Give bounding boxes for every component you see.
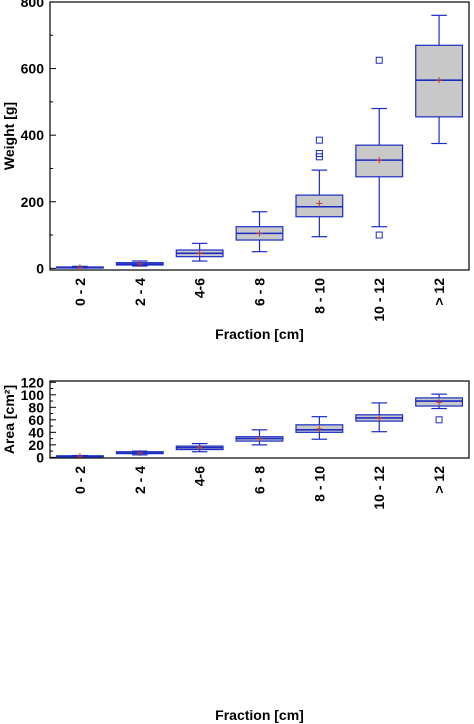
area-boxes bbox=[55, 393, 464, 460]
area-y-tick-label: 20 bbox=[28, 437, 44, 453]
weight-box-0 bbox=[55, 264, 104, 271]
area-box-4 bbox=[295, 416, 344, 440]
area-y-tick-label: 120 bbox=[21, 374, 45, 390]
area-box-2 bbox=[175, 443, 224, 453]
area-x-tick-label: 10 - 12 bbox=[371, 466, 387, 510]
weight-x-axis: 0 - 2 2 - 4 4-6 6 - 8 8 - 10 10 - 12 > 12 bbox=[72, 278, 447, 322]
weight-x-tick-label: > 12 bbox=[431, 278, 447, 306]
area-box-5 bbox=[355, 402, 404, 433]
weight-x-tick-label: 2 - 4 bbox=[132, 278, 148, 306]
weight-box-5 bbox=[355, 56, 404, 239]
area-x-tick-label: 0 - 2 bbox=[72, 466, 88, 494]
area-x-tick-label: > 12 bbox=[431, 466, 447, 494]
outlier-point bbox=[315, 149, 323, 157]
area-y-axis-title: Area [cm²] bbox=[1, 385, 17, 454]
area-plot-frame bbox=[49, 380, 470, 459]
weight-x-tick-label: 6 - 8 bbox=[252, 278, 268, 306]
weight-x-tick-label: 8 - 10 bbox=[311, 278, 327, 314]
outlier-point bbox=[375, 231, 383, 239]
weight-x-tick-label: 0 - 2 bbox=[72, 278, 88, 306]
area-x-tick-label: 8 - 10 bbox=[311, 466, 327, 502]
area-x-tick-label: 6 - 8 bbox=[252, 466, 268, 494]
area-y-tick-label: 0 bbox=[36, 449, 44, 465]
weight-x-axis-title: Fraction [cm] bbox=[215, 326, 304, 342]
outlier-point bbox=[435, 416, 443, 424]
weight-y-tick-label: 0 bbox=[36, 260, 44, 276]
area-x-axis: 0 - 2 2 - 4 4-6 6 - 8 8 - 10 10 - 12 > 12 bbox=[72, 466, 447, 510]
weight-box-1 bbox=[115, 260, 164, 268]
weight-plot-frame bbox=[49, 1, 470, 271]
area-box-6 bbox=[415, 393, 464, 424]
weight-y-tick-label: 200 bbox=[21, 194, 45, 210]
area-box-0 bbox=[55, 453, 104, 460]
weight-box-6 bbox=[415, 14, 464, 145]
weight-y-axis-title: Weight [g] bbox=[1, 102, 17, 170]
area-box-1 bbox=[115, 449, 164, 456]
area-box-3 bbox=[235, 429, 284, 446]
area-x-axis-title: Fraction [cm] bbox=[215, 707, 304, 723]
weight-boxes bbox=[55, 14, 464, 271]
area-y-tick-label: 60 bbox=[28, 412, 44, 428]
weight-x-tick-label: 4-6 bbox=[192, 278, 208, 298]
weight-x-tick-label: 10 - 12 bbox=[371, 278, 387, 322]
weight-y-tick-label: 800 bbox=[21, 0, 45, 10]
area-y-tick-label: 80 bbox=[28, 399, 44, 415]
outlier-point bbox=[375, 56, 383, 64]
weight-box-4 bbox=[295, 136, 344, 238]
area-x-tick-label: 2 - 4 bbox=[132, 466, 148, 494]
area-y-tick-label: 40 bbox=[28, 424, 44, 440]
weight-panel: 0 200 400 600 800 0 - 2 2 - 4 4-6 6 - 8 8 - 10 10… bbox=[1, 0, 470, 342]
outlier-point bbox=[315, 136, 323, 144]
area-y-tick-label: 100 bbox=[21, 387, 45, 403]
weight-box-2 bbox=[175, 242, 224, 262]
weight-y-tick-label: 600 bbox=[21, 61, 45, 77]
weight-y-tick-label: 400 bbox=[21, 127, 45, 143]
weight-box-3 bbox=[235, 211, 284, 253]
area-x-tick-label: 4-6 bbox=[192, 466, 208, 486]
weight-y-axis: 0 200 400 600 800 bbox=[21, 0, 56, 276]
